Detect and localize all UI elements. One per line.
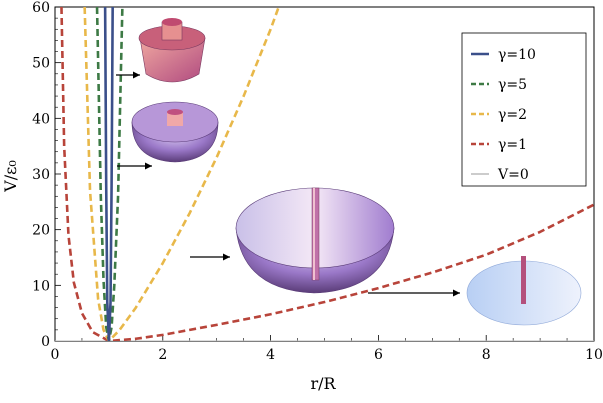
legend-label-3: γ=1 [498,137,527,153]
x-tick-label: 2 [158,347,167,363]
y-tick-label: 10 [32,278,50,294]
surface-inset-gamma5 [131,101,219,163]
legend: γ=10 γ=5 γ=2 γ=1 V=0 [461,32,587,187]
inset-arrows [116,71,460,297]
surface-inset-gamma1 [466,256,582,326]
x-tick-label: 6 [374,347,383,363]
x-tick-label: 0 [51,347,60,363]
legend-label-2: γ=2 [498,107,527,123]
x-tick-label: 4 [266,347,275,363]
x-tick-label: 8 [482,347,491,363]
series-group [55,7,594,341]
y-tick-label: 40 [32,111,50,127]
x-axis-title: r/R [310,374,336,393]
series-line-2 [83,7,280,341]
y-axis-title: V/ε₀ [1,160,20,193]
y-tick-label: 30 [32,167,50,183]
y-tick-label: 50 [32,56,50,72]
legend-box [461,32,587,187]
surface-inset-gamma2 [235,187,395,294]
x-tick-label: 10 [585,347,603,363]
series-line-3 [60,7,594,341]
legend-label-0: γ=10 [498,47,536,63]
y-tick-label: 60 [32,0,50,16]
y-tick-label: 0 [41,334,50,350]
axis-ticks: 0 2 4 6 8 10 0 10 20 30 40 50 60 [32,0,603,363]
surface-inset-gamma10 [138,18,206,83]
legend-label-1: γ=5 [498,77,527,93]
series-line-0 [103,7,114,341]
y-tick-label: 20 [32,223,50,239]
legend-label-4: V=0 [497,167,529,183]
